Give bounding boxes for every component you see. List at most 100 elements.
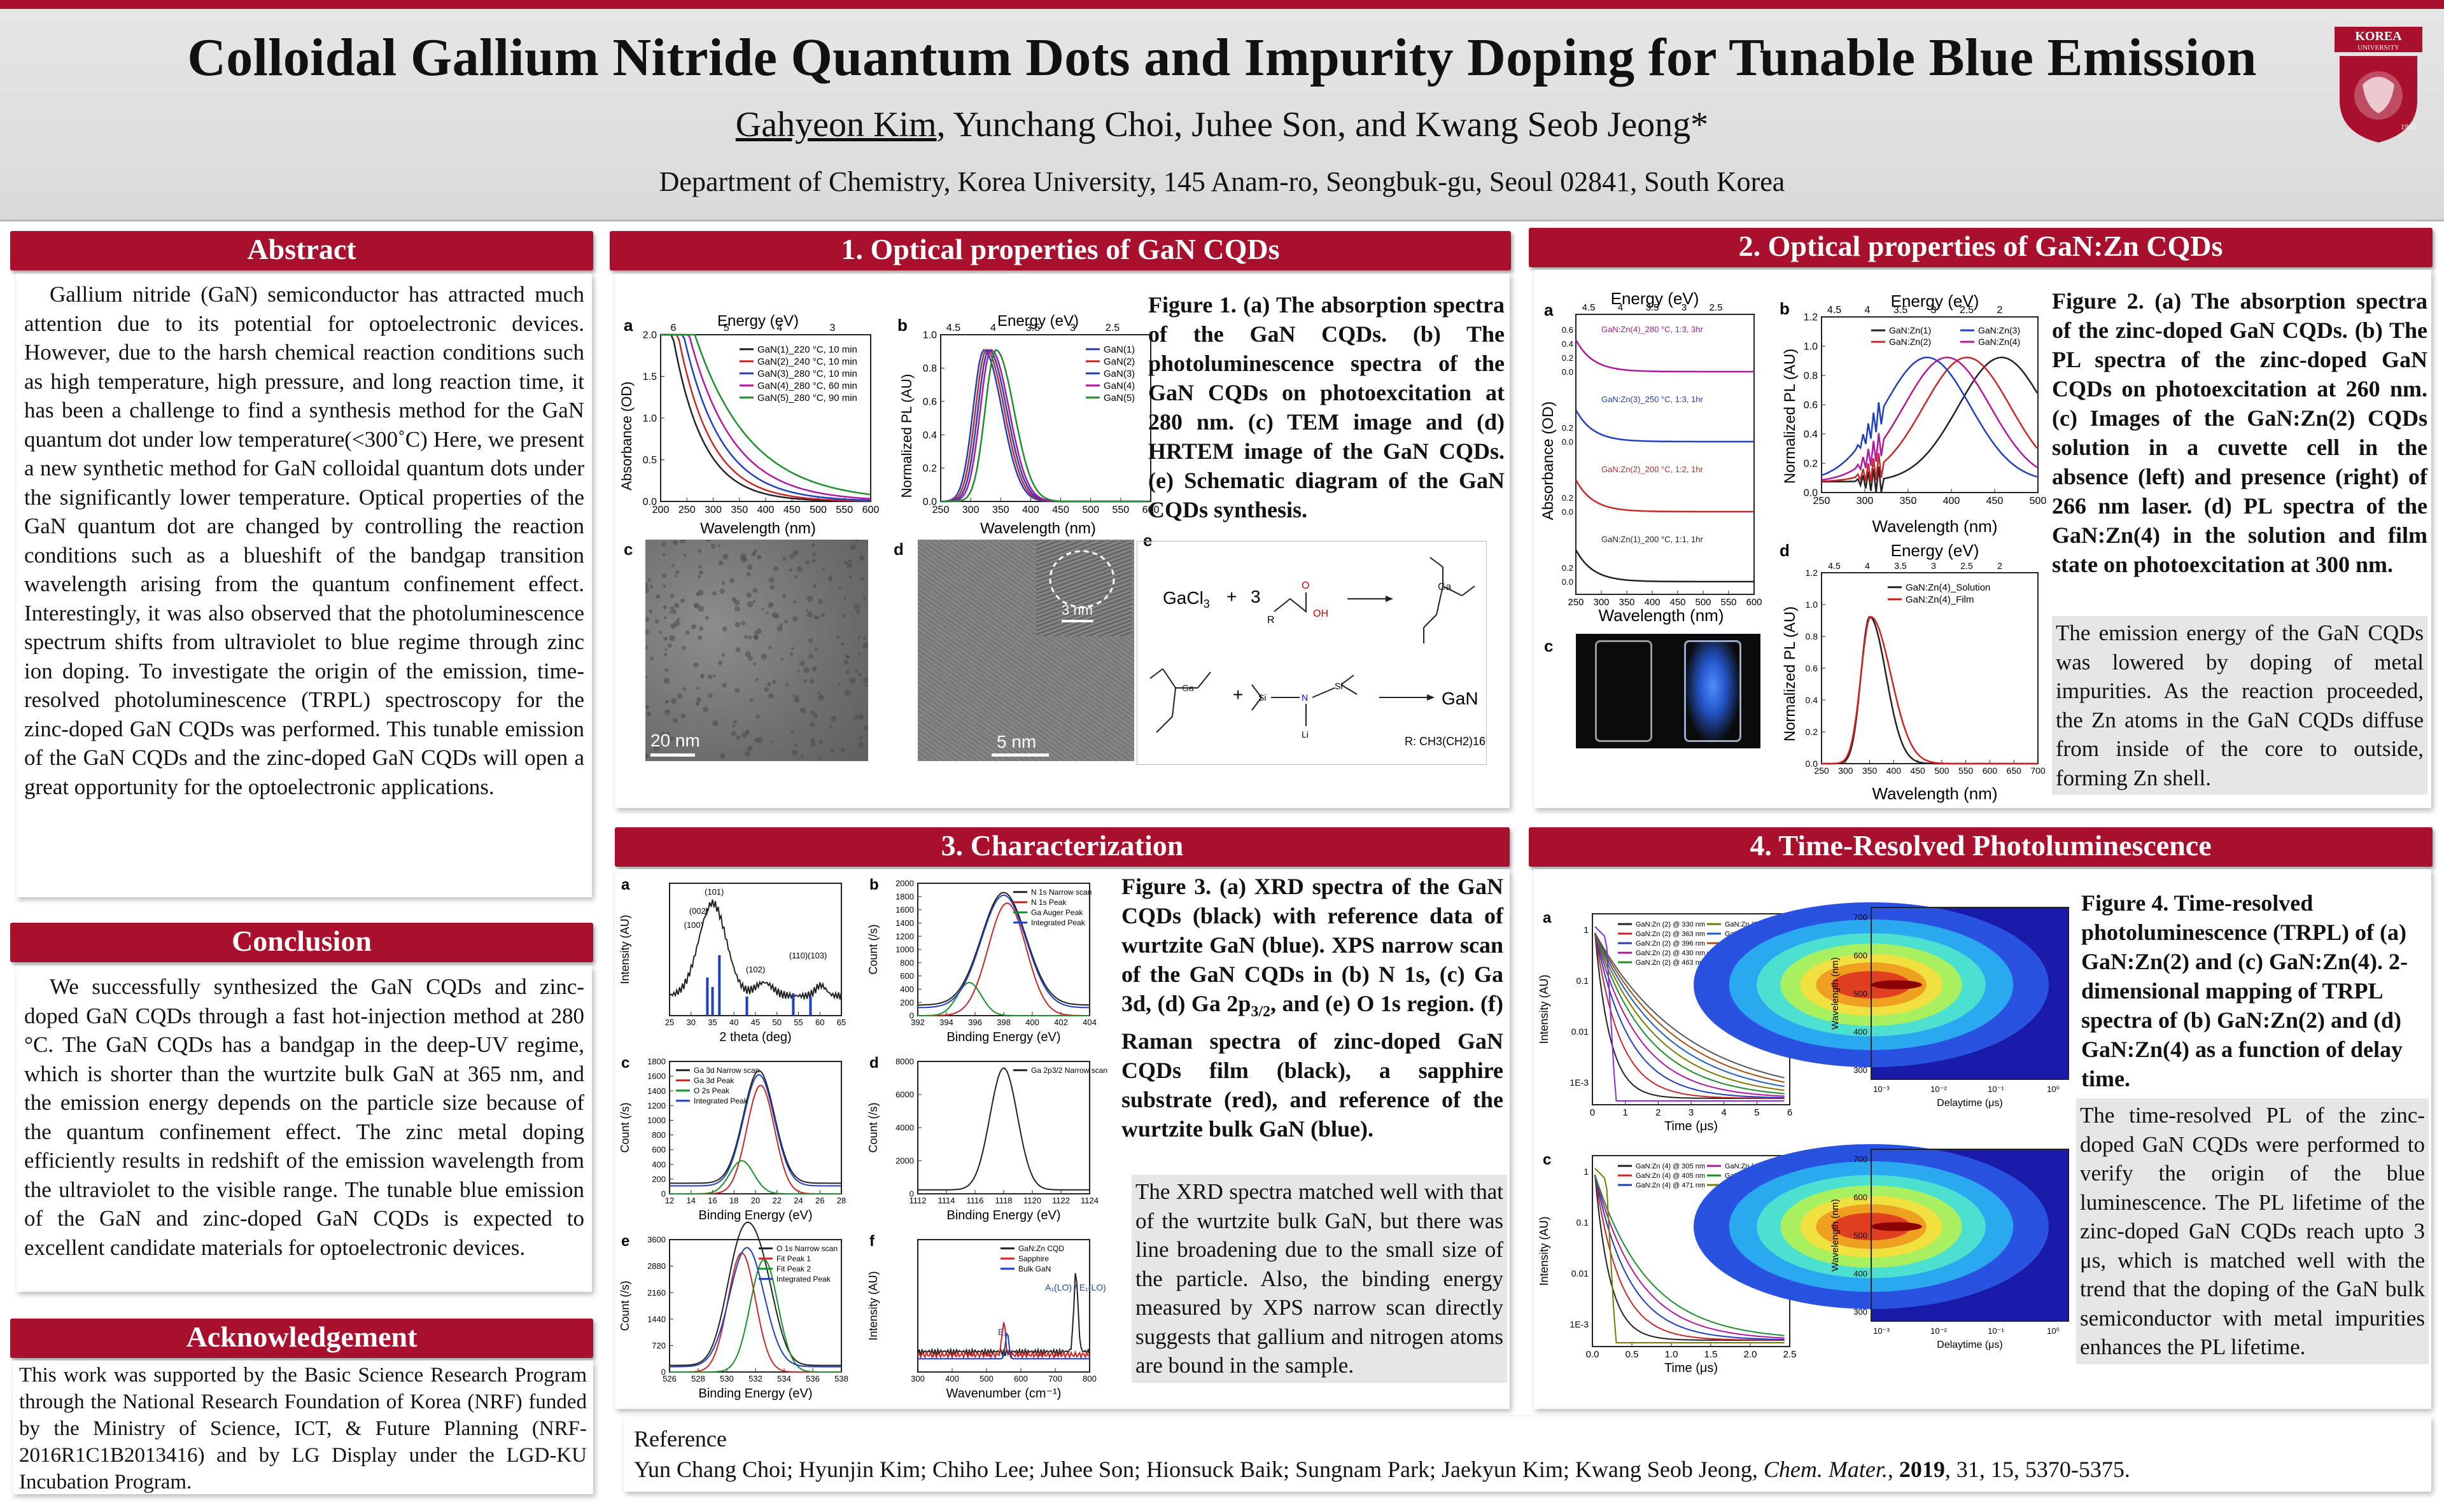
map-hotspot <box>1871 980 1922 990</box>
tem-particle <box>672 540 678 545</box>
x-tick-label: 1112 <box>909 1196 927 1205</box>
tem-particle <box>803 679 807 683</box>
tem-particle <box>828 577 832 582</box>
y-axis-title: Intensity (AU) <box>867 1271 880 1340</box>
y-tick-label: 2160 <box>647 1288 666 1298</box>
x-tick-label: 350 <box>1862 766 1878 776</box>
tem-particle <box>863 596 866 600</box>
panel-label: c <box>621 1054 629 1072</box>
y-tick-label: 1000 <box>895 945 914 955</box>
tem-particle <box>792 694 796 697</box>
x-tick-label: 350 <box>731 505 748 515</box>
y-tick-label: 0.1 <box>1577 976 1589 986</box>
x-tick-label: 30 <box>687 1018 696 1027</box>
tem-particle <box>790 652 794 656</box>
tem-particle <box>705 615 709 620</box>
figure4-caption: Figure 4. Time-resolved photoluminescenc… <box>2081 890 2408 1091</box>
tem-particle <box>791 647 794 650</box>
legend-item: GaN(3) <box>1104 368 1135 379</box>
y-tick-label: 0.0 <box>1562 367 1573 377</box>
reference-panel: Reference Yun Chang Choi; Hyunjin Kim; C… <box>624 1417 2431 1492</box>
tem-particle <box>674 603 679 608</box>
svg-text:N: N <box>1302 692 1308 703</box>
tem-particle <box>699 626 704 631</box>
x-tick-label: 396 <box>968 1018 982 1027</box>
tem-particle <box>841 614 845 618</box>
tem-particle <box>747 564 753 570</box>
tem-particle <box>813 713 818 719</box>
tem-particle <box>755 678 759 682</box>
tem-particle <box>731 597 737 603</box>
absorbance-series <box>661 333 871 501</box>
y-tick-label: 400 <box>1853 1027 1867 1037</box>
y-tick-label: 1.0 <box>923 330 937 341</box>
tem-particle <box>645 617 650 622</box>
top-tick-label: 5 <box>724 323 729 333</box>
tem-particle <box>680 598 685 603</box>
cuvette-with-laser <box>1684 640 1741 742</box>
x-tick-label: 600 <box>862 505 880 515</box>
x-tick-label: 392 <box>911 1018 925 1027</box>
top-tick-label: 4 <box>1865 305 1871 316</box>
y-tick-label: 0.8 <box>1804 371 1818 382</box>
x-axis-title: Wavelength (nm) <box>980 520 1096 537</box>
x-tick-label: 1116 <box>967 1196 984 1205</box>
tem-particle <box>818 694 824 701</box>
tem-particle <box>752 588 758 593</box>
integrated-peak <box>670 1247 841 1368</box>
tem-particle <box>679 540 686 543</box>
tem-particle <box>663 605 668 610</box>
tem-particle <box>708 693 713 698</box>
xps-scan <box>670 1221 841 1366</box>
top-tick-label: 3.5 <box>1894 561 1907 571</box>
y-tick-label: 1600 <box>895 905 914 914</box>
tem-particle <box>721 653 726 657</box>
tem-particle <box>811 559 816 563</box>
y-tick-label: 1800 <box>647 1057 666 1067</box>
tem-particle <box>848 559 852 563</box>
x-tick-label: 10⁻² <box>1930 1084 1947 1094</box>
x-tick-label: 10⁻¹ <box>1988 1084 2004 1094</box>
tem-particle <box>733 720 738 724</box>
tem-particle <box>703 706 709 713</box>
tem-particle <box>770 603 774 606</box>
x-tick-label: 1 <box>1622 1107 1627 1118</box>
y-tick-label: 1.2 <box>1806 568 1818 578</box>
y-tick-label: 0.2 <box>1562 423 1573 433</box>
y-axis-title: Wavelength (nm) <box>1830 957 1841 1030</box>
x-tick-label: 3 <box>1689 1107 1694 1118</box>
cuvette-photo <box>1576 634 1760 748</box>
top-tick-label: 2.5 <box>1960 305 1974 316</box>
top-tick-label: 2.5 <box>1106 323 1120 333</box>
legend-item: GaN:Zn (2) @ 430 nm <box>1636 949 1705 957</box>
y-tick-label: 1800 <box>895 892 914 901</box>
legend-item: Integrated Peak <box>776 1275 831 1284</box>
svg-text:O: O <box>1302 580 1309 591</box>
x-tick-label: 400 <box>1022 505 1039 515</box>
x-tick-label: 1.0 <box>1665 1349 1678 1360</box>
legend-item: GaN:Zn (4) @ 471 nm <box>1636 1182 1705 1189</box>
peak-label: (002) <box>689 906 708 916</box>
tem-particle <box>810 722 815 727</box>
plot-frame <box>669 883 842 1016</box>
tem-particle <box>819 757 822 761</box>
absorbance-series <box>661 333 871 500</box>
tem-particle <box>751 552 755 556</box>
y-tick-label: 0.0 <box>923 497 937 508</box>
panel-label: b <box>869 876 879 893</box>
tem-particle <box>844 689 850 696</box>
tem-particle <box>734 606 740 612</box>
tem-particle <box>673 620 680 627</box>
acid-r-label: R <box>1267 615 1275 626</box>
y-tick-label: 0.8 <box>1806 631 1818 641</box>
tem-particle <box>662 573 667 578</box>
x-axis-title: Time (μs) <box>1664 1119 1718 1133</box>
y-tick-label: 0.2 <box>1562 563 1573 573</box>
tem-particle <box>693 662 699 668</box>
y-tick-label: 2.0 <box>643 330 657 341</box>
legend-item: Ga Auger Peak <box>1031 908 1083 917</box>
y-tick-label: 1 <box>1584 1166 1589 1177</box>
y-tick-label: 0.2 <box>923 463 937 474</box>
tem-particle <box>773 566 779 572</box>
pl-series <box>1822 356 2038 493</box>
